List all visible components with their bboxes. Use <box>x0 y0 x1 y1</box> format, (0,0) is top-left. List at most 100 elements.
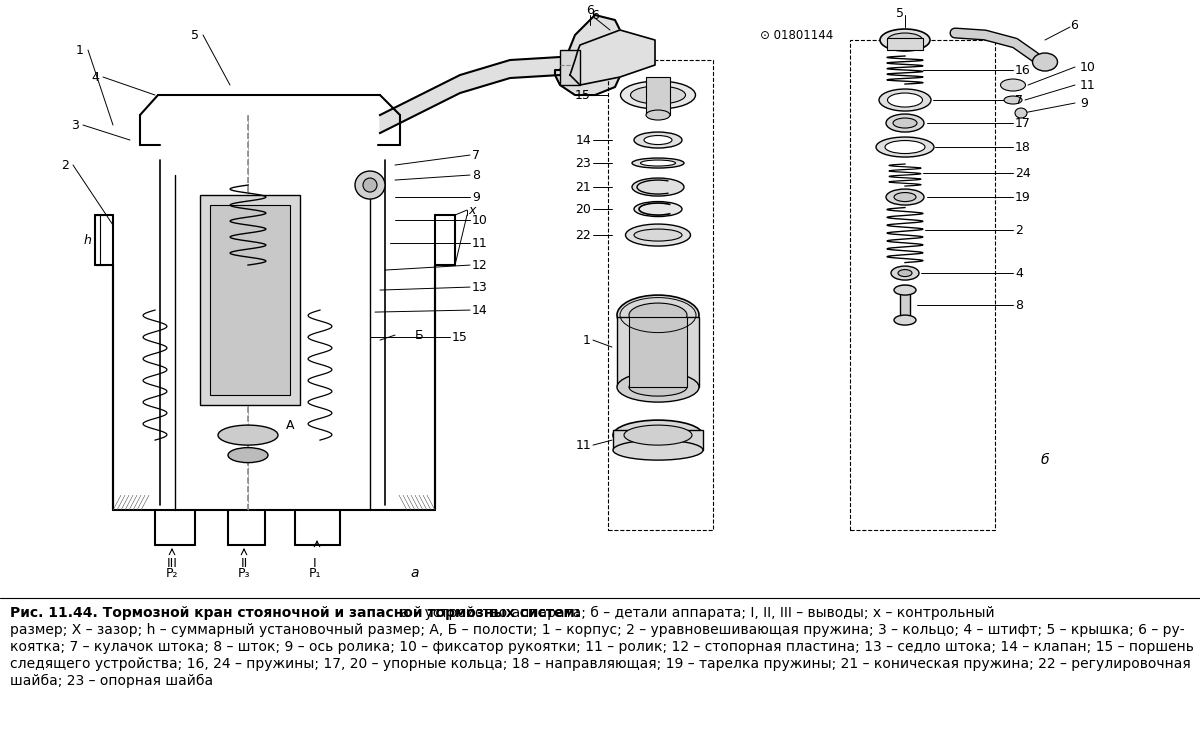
Bar <box>646 77 670 115</box>
Ellipse shape <box>894 315 916 325</box>
Ellipse shape <box>634 201 682 216</box>
Ellipse shape <box>634 132 682 148</box>
Text: 24: 24 <box>1015 167 1031 179</box>
Bar <box>210 205 290 395</box>
Ellipse shape <box>888 93 923 107</box>
Text: a: a <box>410 566 419 580</box>
Text: 14: 14 <box>472 303 487 317</box>
Bar <box>608 60 713 530</box>
Text: 5: 5 <box>896 7 904 19</box>
Ellipse shape <box>634 229 682 241</box>
Text: 18: 18 <box>1015 140 1031 154</box>
Text: 23: 23 <box>575 156 592 170</box>
Text: P₃: P₃ <box>238 567 251 579</box>
Text: 1: 1 <box>76 44 84 57</box>
Ellipse shape <box>894 193 916 201</box>
Text: следящего устройства; 16, 24 – пружины; 17, 20 – упорные кольца; 18 – направляющ: следящего устройства; 16, 24 – пружины; … <box>10 658 1190 672</box>
Text: 10: 10 <box>472 213 488 227</box>
Ellipse shape <box>1015 108 1027 118</box>
Text: 11: 11 <box>1080 78 1096 92</box>
Ellipse shape <box>886 189 924 205</box>
Ellipse shape <box>890 266 919 280</box>
Polygon shape <box>554 15 625 95</box>
Text: 4: 4 <box>91 71 98 83</box>
Text: 7: 7 <box>472 148 480 162</box>
Ellipse shape <box>898 269 912 277</box>
Text: ⊙ 01801144: ⊙ 01801144 <box>760 29 833 41</box>
Ellipse shape <box>228 448 268 463</box>
Ellipse shape <box>620 81 696 109</box>
Text: 17: 17 <box>1015 117 1031 130</box>
Text: 2: 2 <box>61 159 68 171</box>
Text: 4: 4 <box>1015 266 1022 280</box>
Ellipse shape <box>888 33 923 47</box>
Text: 12: 12 <box>472 258 487 272</box>
Text: 19: 19 <box>1015 190 1031 204</box>
Text: P₁: P₁ <box>308 567 322 579</box>
Text: 10: 10 <box>1080 61 1096 74</box>
Text: размер; X – зазор; h – суммарный установочный размер; А, Б – полости; 1 – корпус: размер; X – зазор; h – суммарный установ… <box>10 624 1184 638</box>
Ellipse shape <box>630 86 685 104</box>
Text: 6: 6 <box>592 9 599 21</box>
Ellipse shape <box>364 178 377 192</box>
Text: 14: 14 <box>575 134 592 147</box>
Ellipse shape <box>886 140 925 154</box>
Text: 11: 11 <box>472 237 487 249</box>
Bar <box>900 285 910 320</box>
Text: 13: 13 <box>472 280 487 294</box>
Bar <box>560 50 580 85</box>
Text: 6: 6 <box>586 4 594 16</box>
Ellipse shape <box>1001 79 1026 91</box>
Ellipse shape <box>880 29 930 51</box>
Ellipse shape <box>886 114 924 132</box>
Text: х: х <box>468 204 475 216</box>
Text: 3: 3 <box>71 119 79 131</box>
Text: 7: 7 <box>1015 94 1022 106</box>
Text: 9: 9 <box>472 190 480 204</box>
Ellipse shape <box>1032 53 1057 71</box>
Ellipse shape <box>632 178 684 196</box>
Ellipse shape <box>646 110 670 120</box>
Text: А: А <box>286 418 294 432</box>
Text: Рис. 11.44. Тормозной кран стояночной и запасной тормозных систем:: Рис. 11.44. Тормозной кран стояночной и … <box>10 607 581 621</box>
Ellipse shape <box>613 440 703 460</box>
Text: а – устройство аппарата; б – детали аппарата; I, II, III – выводы; х – контрольн: а – устройство аппарата; б – детали аппа… <box>396 607 995 621</box>
Ellipse shape <box>641 160 676 166</box>
Text: 2: 2 <box>1015 224 1022 237</box>
Bar <box>617 317 698 387</box>
Ellipse shape <box>355 171 385 199</box>
Bar <box>850 40 995 530</box>
Text: коятка; 7 – кулачок штока; 8 – шток; 9 – ось ролика; 10 – фиксатор рукоятки; 11 : коятка; 7 – кулачок штока; 8 – шток; 9 –… <box>10 641 1194 655</box>
Bar <box>613 430 703 450</box>
Text: шайба; 23 – опорная шайба: шайба; 23 – опорная шайба <box>10 675 214 689</box>
Ellipse shape <box>632 158 684 168</box>
Text: 16: 16 <box>1015 63 1031 77</box>
Text: 5: 5 <box>191 29 199 41</box>
Text: 21: 21 <box>575 181 592 193</box>
Text: 9: 9 <box>1080 97 1088 109</box>
Ellipse shape <box>617 372 698 402</box>
Bar <box>629 317 686 387</box>
Text: h: h <box>84 233 92 246</box>
Ellipse shape <box>624 425 692 445</box>
Ellipse shape <box>625 224 690 246</box>
Ellipse shape <box>218 425 278 445</box>
Text: III: III <box>167 556 178 570</box>
Ellipse shape <box>629 378 686 396</box>
Ellipse shape <box>878 89 931 111</box>
Text: 15: 15 <box>575 89 592 102</box>
Text: 11: 11 <box>575 438 592 452</box>
Polygon shape <box>380 57 560 133</box>
Text: P₂: P₂ <box>166 567 179 579</box>
Text: 8: 8 <box>472 168 480 182</box>
Ellipse shape <box>1004 96 1022 104</box>
Bar <box>200 195 300 405</box>
Ellipse shape <box>613 420 703 450</box>
Ellipse shape <box>876 137 934 157</box>
Text: 15: 15 <box>452 331 468 344</box>
Ellipse shape <box>894 285 916 295</box>
Text: II: II <box>240 556 247 570</box>
Ellipse shape <box>617 295 698 335</box>
Text: Б: Б <box>415 328 424 342</box>
Text: 6: 6 <box>1070 18 1078 32</box>
